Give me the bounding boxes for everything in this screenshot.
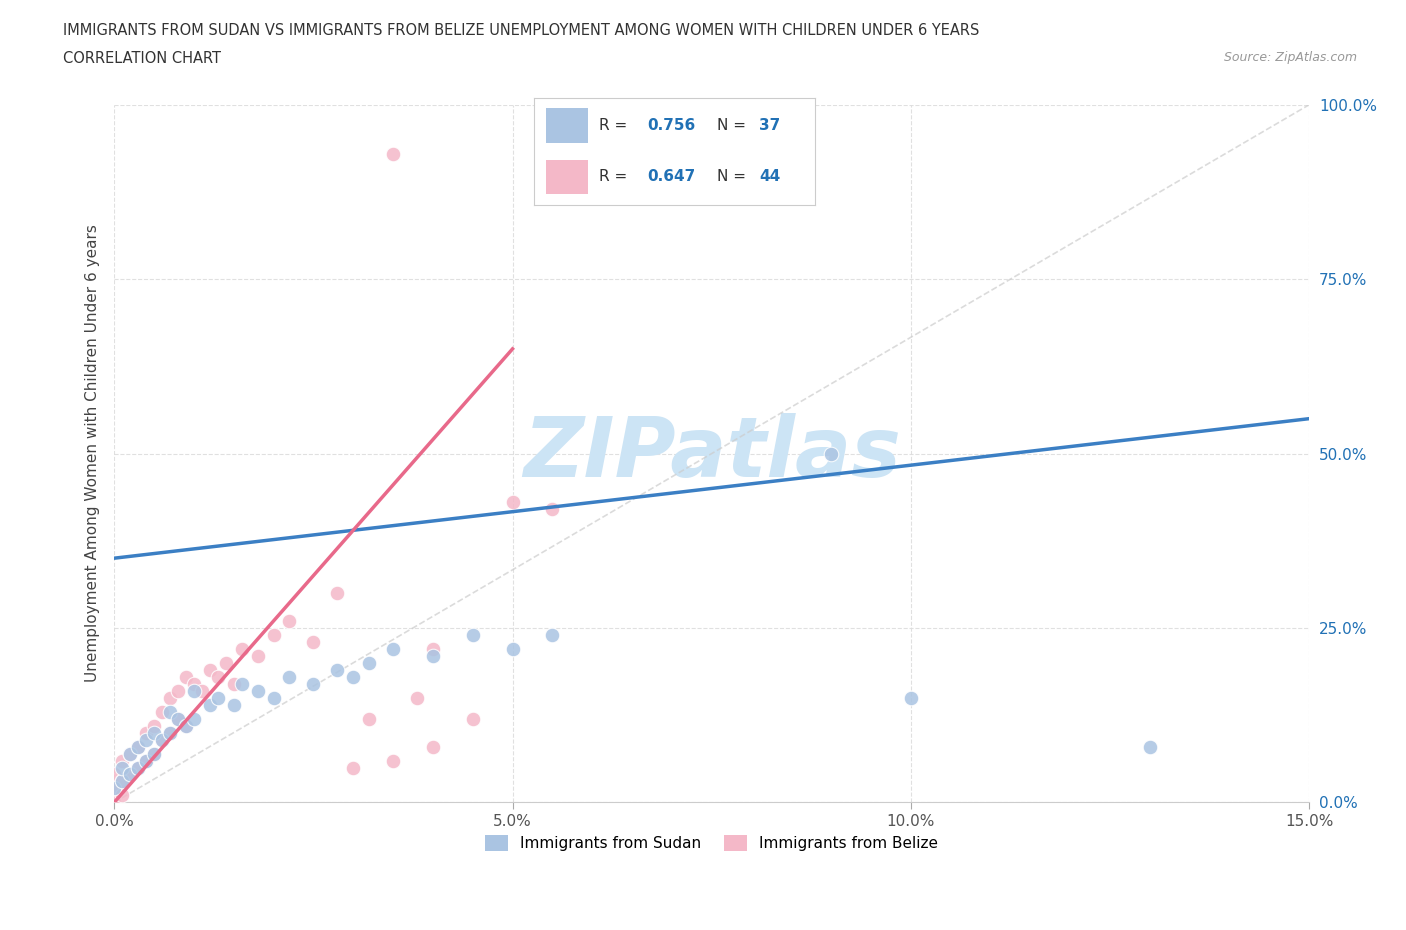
Point — [1139, 739, 1161, 754]
Point — [422, 648, 444, 663]
Text: ZIPatlas: ZIPatlas — [523, 413, 901, 494]
Point — [198, 662, 221, 677]
Point — [120, 746, 142, 761]
Point — [143, 746, 166, 761]
Bar — [546, 108, 588, 142]
Point — [359, 656, 381, 671]
Point — [127, 739, 149, 754]
Point — [406, 690, 429, 705]
Point — [222, 676, 245, 691]
Point — [103, 767, 125, 782]
Point — [263, 690, 285, 705]
Point — [135, 725, 157, 740]
Bar — [546, 160, 588, 194]
Point — [159, 725, 181, 740]
Point — [302, 676, 325, 691]
Point — [207, 670, 229, 684]
Point — [183, 676, 205, 691]
Point — [302, 634, 325, 649]
Text: 0.647: 0.647 — [647, 169, 695, 184]
Text: 44: 44 — [759, 169, 780, 184]
Text: Source: ZipAtlas.com: Source: ZipAtlas.com — [1223, 51, 1357, 64]
Point — [359, 711, 381, 726]
Point — [246, 684, 269, 698]
Text: CORRELATION CHART: CORRELATION CHART — [63, 51, 221, 66]
Point — [263, 628, 285, 643]
Point — [120, 746, 142, 761]
Text: 37: 37 — [759, 118, 780, 133]
Point — [103, 781, 125, 796]
Point — [382, 642, 405, 657]
Point — [127, 739, 149, 754]
Point — [502, 495, 524, 510]
Point — [174, 718, 197, 733]
Point — [159, 690, 181, 705]
Point — [207, 690, 229, 705]
Point — [183, 711, 205, 726]
Point — [103, 781, 125, 796]
Point — [461, 628, 484, 643]
Text: N =: N = — [717, 169, 751, 184]
Text: R =: R = — [599, 169, 633, 184]
Point — [127, 760, 149, 775]
Point — [167, 684, 190, 698]
Point — [143, 725, 166, 740]
Point — [159, 704, 181, 719]
Point — [159, 725, 181, 740]
Point — [422, 739, 444, 754]
Point — [143, 718, 166, 733]
Text: R =: R = — [599, 118, 633, 133]
Point — [382, 146, 405, 161]
Point — [135, 732, 157, 747]
Point — [541, 502, 564, 517]
Point — [198, 698, 221, 712]
Point — [342, 760, 364, 775]
Point — [120, 767, 142, 782]
Point — [900, 690, 922, 705]
Point — [111, 774, 134, 789]
Point — [246, 648, 269, 663]
Point — [150, 704, 173, 719]
Point — [150, 732, 173, 747]
Point — [183, 684, 205, 698]
Point — [167, 711, 190, 726]
Point — [111, 760, 134, 775]
Point — [222, 698, 245, 712]
Point — [278, 670, 301, 684]
Point — [278, 614, 301, 629]
Point — [127, 760, 149, 775]
Point — [143, 746, 166, 761]
Point — [167, 711, 190, 726]
Point — [820, 446, 842, 461]
Point — [422, 642, 444, 657]
Point — [174, 670, 197, 684]
Point — [502, 642, 524, 657]
Point — [382, 753, 405, 768]
Point — [135, 753, 157, 768]
Point — [231, 642, 253, 657]
Point — [103, 795, 125, 810]
Text: N =: N = — [717, 118, 751, 133]
Y-axis label: Unemployment Among Women with Children Under 6 years: Unemployment Among Women with Children U… — [86, 225, 100, 683]
Point — [342, 670, 364, 684]
Point — [150, 732, 173, 747]
Point — [135, 753, 157, 768]
Point — [111, 788, 134, 803]
Point — [215, 656, 238, 671]
Point — [120, 767, 142, 782]
Point — [174, 718, 197, 733]
Point — [541, 628, 564, 643]
Point — [111, 753, 134, 768]
Point — [231, 676, 253, 691]
Text: IMMIGRANTS FROM SUDAN VS IMMIGRANTS FROM BELIZE UNEMPLOYMENT AMONG WOMEN WITH CH: IMMIGRANTS FROM SUDAN VS IMMIGRANTS FROM… — [63, 23, 980, 38]
Text: 0.756: 0.756 — [647, 118, 695, 133]
Point — [191, 684, 214, 698]
Legend: Immigrants from Sudan, Immigrants from Belize: Immigrants from Sudan, Immigrants from B… — [479, 830, 945, 857]
Point — [326, 586, 349, 601]
Point — [326, 662, 349, 677]
Point — [461, 711, 484, 726]
Point — [111, 774, 134, 789]
